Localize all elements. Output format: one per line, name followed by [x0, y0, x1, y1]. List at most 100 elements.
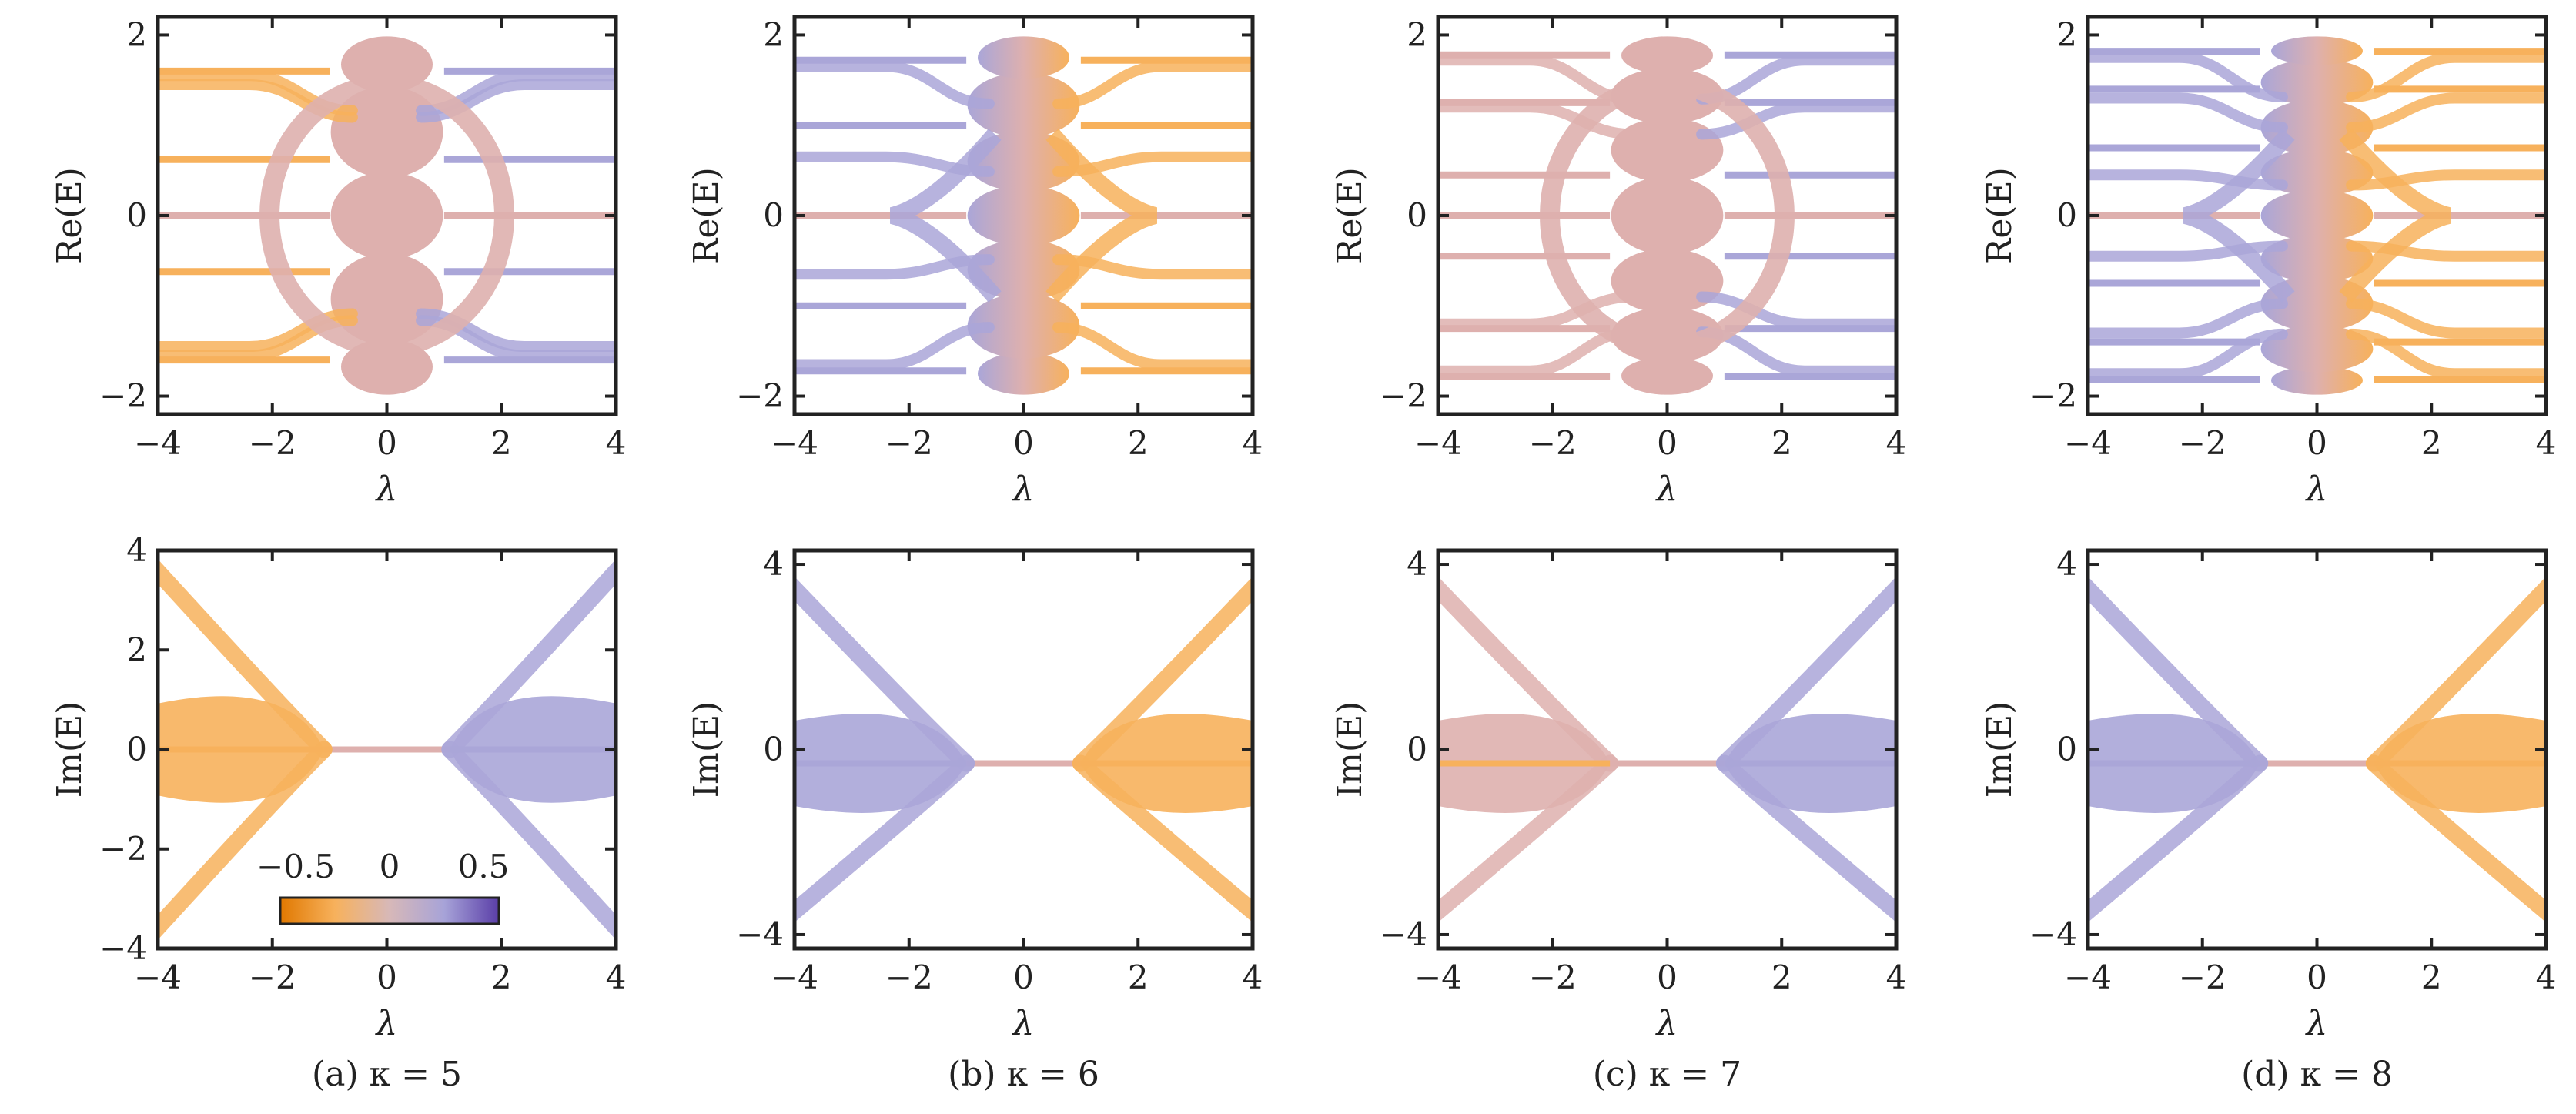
panel-b-re: −4 −2 0 2 4 −2 0 2 λ Re(E) [687, 15, 1263, 509]
colorbar: −0.5 0 0.5 [256, 848, 510, 925]
plot-area [1438, 36, 1896, 395]
ring-band [259, 74, 514, 357]
y-tick-label: −2 [1380, 377, 1427, 415]
band-tail [795, 254, 995, 280]
band-tail [2088, 169, 2288, 191]
x-axis-label: λ [1655, 1004, 1678, 1043]
band-tail [2346, 328, 2546, 380]
exceptional-wing [2183, 129, 2295, 303]
y-tick-label: 4 [763, 545, 784, 583]
x-tick-label: 2 [2421, 958, 2442, 996]
x-tick-label: −4 [2064, 424, 2112, 462]
imag-branch [441, 741, 616, 940]
x-tick-label: 0 [2307, 424, 2327, 462]
imag-branch [1072, 577, 1253, 772]
colorbar-bar [279, 896, 500, 925]
band-tail [1438, 326, 1638, 376]
band-tail [1438, 55, 1638, 105]
x-tick-label: 2 [1771, 958, 1792, 996]
y-tick-label: −4 [1380, 915, 1427, 953]
imag-branch [2365, 754, 2546, 923]
plot-area [2088, 577, 2546, 923]
x-tick-label: −2 [2179, 424, 2226, 462]
y-tick-label: 2 [1407, 15, 1427, 53]
y-axis-label: Im(E) [1330, 701, 1370, 798]
bulk-bubble [1621, 356, 1713, 395]
bulk-bubble [330, 85, 443, 179]
band-tail [2088, 328, 2288, 380]
x-tick-label: 2 [1128, 958, 1149, 996]
band-tail [1052, 254, 1253, 280]
imag-branch [1715, 754, 1896, 923]
y-axis-label: Im(E) [50, 701, 89, 798]
band-tail [2346, 92, 2546, 133]
x-tick-label: 0 [376, 424, 397, 462]
x-tick-label: −4 [1414, 958, 1462, 996]
x-tick-label: 2 [1128, 424, 1149, 462]
x-tick-label: −4 [134, 958, 182, 996]
exceptional-wing [889, 129, 1002, 303]
imag-branch [2088, 577, 2269, 772]
band-tail [795, 61, 995, 109]
y-axis-label: Re(E) [1980, 167, 2019, 264]
plot-area [1438, 577, 1896, 923]
x-axis-label: λ [375, 1004, 398, 1043]
imag-branch [158, 559, 333, 758]
panel-c-re: −4 −2 0 2 4 −2 0 2 λ Re(E) [1330, 15, 1907, 509]
imag-branch [795, 754, 975, 923]
x-tick-label: −2 [1529, 424, 1577, 462]
y-tick-label: 4 [126, 531, 147, 569]
y-tick-label: −4 [99, 929, 147, 967]
y-tick-label: −2 [736, 377, 784, 415]
x-tick-label: 0 [2307, 958, 2327, 996]
band-tail [795, 151, 995, 177]
y-tick-label: 2 [2056, 15, 2077, 53]
x-tick-label: 4 [606, 958, 627, 996]
band-tail [1052, 61, 1253, 109]
bulk-bubble [2260, 189, 2374, 242]
x-tick-label: 0 [1657, 424, 1678, 462]
band-tail [1696, 55, 1896, 105]
y-tick-label: 4 [2056, 545, 2077, 583]
band-tail [158, 70, 358, 116]
y-tick-label: 4 [1407, 545, 1427, 583]
x-axis-label: λ [1655, 470, 1678, 509]
bulk-bubble [2260, 149, 2374, 196]
y-tick-label: 0 [1407, 196, 1427, 234]
x-tick-label: −2 [885, 424, 933, 462]
bulk-bubble [967, 72, 1080, 138]
band-tail [1052, 322, 1253, 370]
x-tick-label: 2 [2421, 424, 2442, 462]
x-tick-label: 4 [1886, 424, 1907, 462]
y-tick-label: −2 [2029, 377, 2077, 415]
band-tail [2346, 298, 2546, 339]
y-tick-label: 0 [2056, 196, 2077, 234]
y-tick-label: 0 [763, 196, 784, 234]
plot-area [795, 36, 1253, 395]
y-axis-label: Im(E) [687, 701, 726, 798]
ring-band [1540, 74, 1795, 357]
x-tick-label: 4 [1886, 958, 1907, 996]
plot-area [795, 577, 1253, 923]
bulk-bubble [1611, 248, 1724, 314]
bulk-bubble [2260, 59, 2374, 106]
y-tick-label: 2 [126, 631, 147, 668]
bulk-bubble [2260, 325, 2374, 373]
band-tail [2346, 169, 2546, 191]
imag-branch [2088, 754, 2269, 923]
y-tick-label: 2 [763, 15, 784, 53]
bulk-bubble [2271, 36, 2363, 65]
band-tail [2088, 92, 2288, 133]
plot-area [158, 36, 616, 395]
panel-caption: (b) κ = 6 [948, 1055, 1099, 1094]
x-tick-label: −4 [771, 958, 818, 996]
colorbar-tick-label: 0.5 [458, 848, 510, 885]
y-tick-label: −4 [2029, 915, 2077, 953]
band-tail [416, 79, 616, 123]
y-tick-label: 0 [2056, 731, 2077, 768]
x-tick-label: −2 [249, 958, 296, 996]
x-tick-label: −2 [1529, 958, 1577, 996]
y-axis-label: Re(E) [50, 167, 89, 264]
x-tick-label: 0 [1657, 958, 1678, 996]
y-axis-label: Re(E) [1330, 167, 1370, 264]
